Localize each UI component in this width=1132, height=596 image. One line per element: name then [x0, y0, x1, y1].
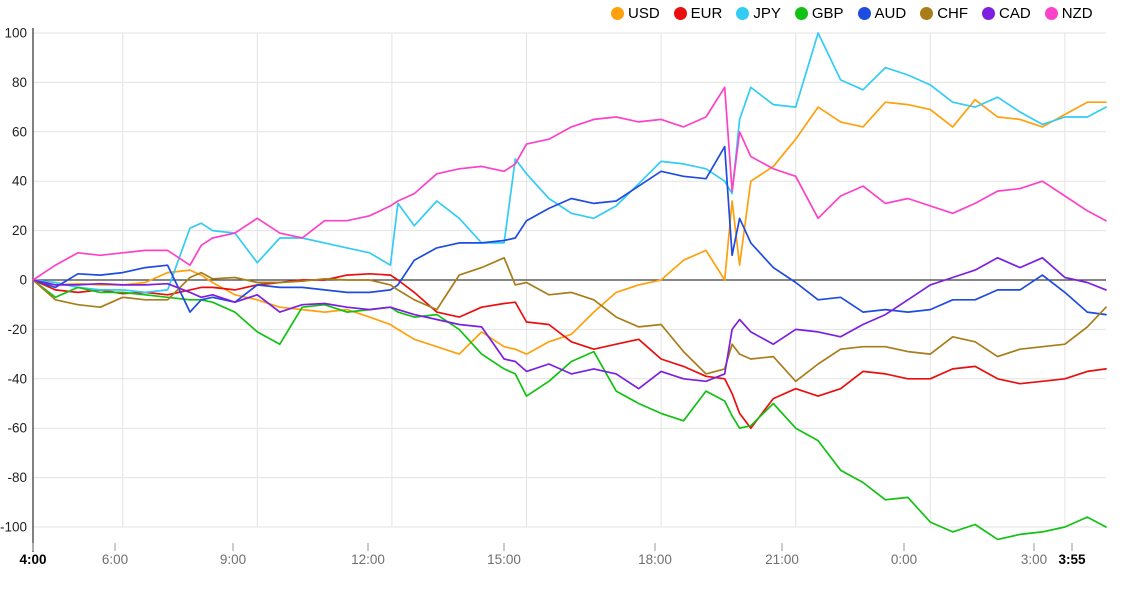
series-line-gbp [32, 279, 1107, 541]
y-axis-label: -20 [7, 322, 27, 337]
y-axis-label: -60 [7, 421, 27, 436]
y-axis-label: 60 [12, 124, 27, 139]
legend-label: JPY [753, 5, 781, 22]
legend-dot-icon [673, 7, 687, 20]
series-line-nzd [32, 86, 1107, 281]
legend-label: GBP [811, 5, 844, 22]
x-axis-label: 4:00 [19, 552, 46, 567]
series-line-cad [32, 256, 1107, 390]
series-line-chf [32, 256, 1107, 383]
legend-dot-icon [920, 7, 934, 20]
chart-legend: USD EUR JPY GBP AUD CHF CAD NZD [611, 6, 1093, 21]
y-axis-label: -40 [7, 371, 27, 386]
series-line-aud [32, 145, 1107, 316]
series-line-eur [32, 272, 1107, 430]
x-axis-label: 0:00 [891, 552, 917, 567]
legend-label: USD [628, 5, 660, 22]
legend-item-jpy[interactable]: JPY [736, 6, 781, 21]
y-axis-label: 80 [12, 75, 27, 90]
x-axis-label: 12:00 [351, 552, 385, 567]
legend-label: NZD [1061, 5, 1093, 22]
legend-item-eur[interactable]: EUR [673, 5, 723, 22]
x-axis-label: 18:00 [638, 552, 672, 567]
legend-label: CHF [937, 5, 969, 22]
legend-dot-icon [736, 7, 750, 20]
y-axis-label: -80 [7, 470, 27, 485]
legend-dot-icon [794, 7, 808, 20]
legend-label: AUD [874, 5, 907, 22]
legend-dot-icon [1044, 7, 1058, 20]
legend-label: CAD [999, 5, 1031, 22]
y-axis-label: -100 [0, 520, 27, 535]
legend-item-aud[interactable]: AUD [857, 5, 907, 22]
series-line-usd [32, 98, 1107, 355]
y-axis-label: 40 [12, 174, 27, 189]
legend-item-chf[interactable]: CHF [920, 6, 968, 21]
y-axis-label: 20 [12, 223, 27, 238]
y-axis-label: 0 [19, 273, 27, 288]
legend-item-usd[interactable]: USD [611, 6, 660, 21]
x-axis-label: 9:00 [220, 552, 246, 567]
legend-label: EUR [690, 5, 723, 22]
legend-item-gbp[interactable]: GBP [794, 5, 844, 22]
x-axis-label: 6:00 [102, 552, 128, 567]
legend-dot-icon [982, 7, 996, 20]
legend-item-nzd[interactable]: NZD [1044, 5, 1093, 22]
legend-item-cad[interactable]: CAD [982, 6, 1031, 21]
series-line-jpy [32, 32, 1107, 294]
legend-dot-icon [611, 7, 624, 20]
x-axis-label: 3:00 [1021, 552, 1047, 567]
x-axis-label: 15:00 [487, 552, 521, 567]
legend-dot-icon [857, 7, 871, 20]
x-axis-label: 21:00 [765, 552, 799, 567]
x-axis-label: 3:55 [1058, 552, 1086, 567]
y-axis-label: 100 [4, 26, 27, 41]
